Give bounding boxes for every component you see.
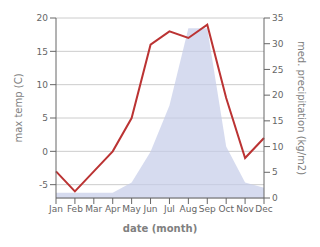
svg-text:Jul: Jul: [163, 204, 175, 214]
svg-text:Dec: Dec: [255, 204, 272, 214]
svg-text:15: 15: [37, 47, 48, 57]
svg-text:15: 15: [272, 116, 283, 126]
svg-text:0: 0: [42, 147, 48, 157]
svg-text:-5: -5: [39, 180, 48, 190]
svg-text:20: 20: [37, 13, 49, 23]
svg-text:5: 5: [272, 167, 278, 177]
svg-text:Jun: Jun: [143, 204, 158, 214]
svg-text:0: 0: [272, 193, 278, 203]
svg-text:Aug: Aug: [180, 204, 198, 214]
svg-text:date (month): date (month): [123, 223, 197, 234]
svg-text:35: 35: [272, 13, 283, 23]
svg-text:Jan: Jan: [48, 204, 63, 214]
svg-text:10: 10: [272, 142, 284, 152]
svg-text:max temp (C): max temp (C): [13, 73, 24, 142]
svg-text:May: May: [122, 204, 141, 214]
svg-text:10: 10: [37, 80, 49, 90]
svg-text:Oct: Oct: [218, 204, 234, 214]
svg-text:20: 20: [272, 90, 284, 100]
svg-text:Mar: Mar: [85, 204, 102, 214]
svg-text:30: 30: [272, 39, 284, 49]
svg-text:Apr: Apr: [105, 204, 121, 214]
svg-text:Nov: Nov: [236, 204, 254, 214]
svg-text:5: 5: [42, 113, 48, 123]
svg-text:Sep: Sep: [199, 204, 216, 214]
svg-text:25: 25: [272, 65, 283, 75]
svg-text:med. precipitation (kg/m2): med. precipitation (kg/m2): [296, 41, 307, 175]
svg-text:Feb: Feb: [67, 204, 83, 214]
